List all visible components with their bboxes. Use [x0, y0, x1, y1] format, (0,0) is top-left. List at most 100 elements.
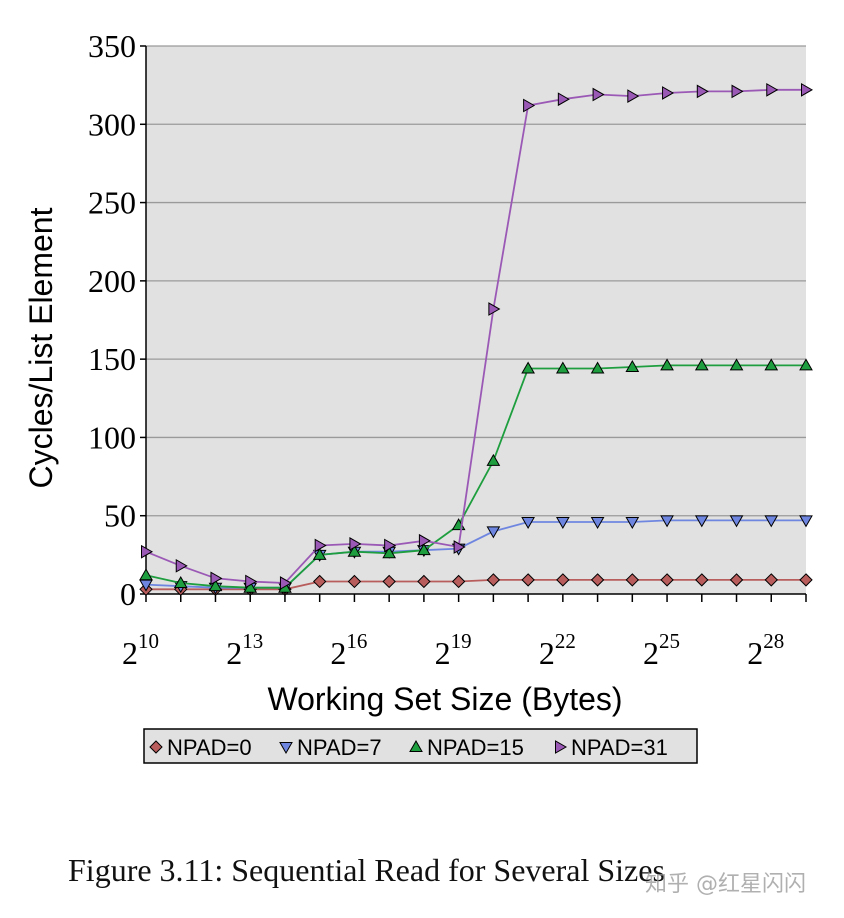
data-point	[418, 533, 431, 548]
x-tick-label: 213	[226, 629, 263, 671]
legend-marker	[555, 740, 568, 754]
legend-label: NPAD=15	[427, 735, 524, 760]
legend-label: NPAD=7	[297, 735, 382, 760]
data-point	[731, 84, 744, 99]
data-point	[312, 547, 327, 560]
data-point	[660, 515, 674, 528]
legend-label: NPAD=31	[571, 735, 668, 760]
y-tick-label: 150	[88, 341, 136, 377]
data-point	[486, 526, 501, 539]
data-point	[662, 86, 675, 100]
data-point	[382, 574, 396, 589]
data-point	[314, 538, 327, 553]
data-point	[590, 516, 605, 529]
y-tick-label: 100	[88, 419, 136, 455]
data-point	[245, 574, 258, 589]
data-point	[660, 358, 674, 371]
data-point	[590, 573, 605, 587]
data-point	[556, 573, 570, 587]
data-point	[695, 573, 709, 587]
series-group	[139, 82, 814, 597]
data-point	[208, 579, 223, 592]
data-point	[210, 571, 223, 586]
y-tick-label: 350	[88, 28, 136, 64]
y-axis-title: Cycles/List Element	[23, 207, 59, 488]
data-point	[347, 544, 362, 557]
data-point	[694, 515, 709, 528]
series-line	[145, 364, 806, 589]
data-point	[729, 358, 744, 371]
data-point	[625, 359, 640, 372]
chart: 0 50 100 150 200 250 300 350 210 213 216 219 222 225…	[23, 28, 814, 764]
data-point	[729, 573, 744, 587]
data-point	[523, 98, 536, 113]
x-tick-label: 219	[435, 629, 472, 671]
data-point	[384, 538, 397, 553]
data-point	[486, 573, 501, 587]
watermark: 知乎 @红星闪闪	[645, 872, 806, 897]
y-tick-label: 250	[88, 185, 136, 221]
x-tick-label: 216	[330, 629, 367, 671]
x-tick-label: 222	[539, 629, 576, 671]
legend: NPAD=0 NPAD=7 NPAD=15 NPAD=31	[143, 728, 698, 764]
data-point	[627, 89, 640, 103]
data-point	[625, 516, 640, 529]
y-tick-label: 300	[88, 106, 136, 142]
data-point	[349, 537, 362, 551]
data-point	[766, 82, 779, 97]
data-point	[729, 515, 744, 528]
x-tick-label: 225	[643, 629, 680, 671]
y-axis-ticks: 0 50 100 150 200 250 300 350	[88, 28, 146, 612]
y-tick-label: 50	[104, 498, 136, 534]
data-point	[660, 573, 674, 587]
data-point	[625, 573, 640, 587]
data-point	[696, 84, 709, 99]
legend-entry: NPAD=0	[149, 735, 252, 760]
x-tick-label: 228	[747, 629, 784, 671]
data-point	[453, 540, 466, 554]
data-point	[175, 558, 188, 573]
data-point	[799, 515, 813, 528]
legend-box	[143, 728, 698, 764]
legend-marker	[409, 739, 423, 752]
data-point	[764, 358, 779, 371]
data-point	[764, 515, 779, 528]
data-point	[139, 568, 153, 581]
data-point	[799, 358, 813, 371]
data-point	[521, 573, 535, 587]
y-tick-label: 200	[88, 263, 136, 299]
data-point	[555, 361, 570, 374]
legend-entry: NPAD=15	[409, 735, 524, 760]
data-point	[521, 516, 535, 529]
x-axis-ticks: 210 213 216 219 222 225 228	[122, 594, 807, 671]
data-point	[764, 573, 778, 587]
data-point	[592, 87, 605, 102]
legend-entry: NPAD=7	[279, 735, 382, 760]
plot-area	[146, 46, 806, 594]
data-point	[312, 574, 327, 589]
series-npad-31	[141, 82, 814, 590]
y-tick-label: 0	[120, 576, 136, 612]
legend-entry: NPAD=31	[555, 735, 668, 760]
axes	[145, 46, 806, 595]
data-point	[521, 361, 535, 374]
data-point	[173, 576, 188, 589]
legend-marker	[279, 742, 293, 755]
data-point	[279, 576, 292, 590]
legend-label: NPAD=0	[167, 735, 252, 760]
x-tick-label: 210	[122, 629, 159, 671]
data-point	[799, 573, 813, 587]
data-point	[801, 82, 814, 97]
data-point	[488, 302, 501, 316]
data-point	[417, 543, 431, 556]
data-point	[555, 516, 570, 529]
data-point	[557, 92, 570, 107]
grid	[146, 45, 806, 517]
data-point	[451, 574, 466, 589]
data-point	[590, 361, 605, 374]
figure-caption: Figure 3.11: Sequential Read for Several…	[68, 852, 665, 888]
data-point	[382, 546, 397, 559]
data-point	[347, 574, 362, 589]
data-point	[486, 453, 501, 466]
legend-marker	[149, 740, 163, 754]
